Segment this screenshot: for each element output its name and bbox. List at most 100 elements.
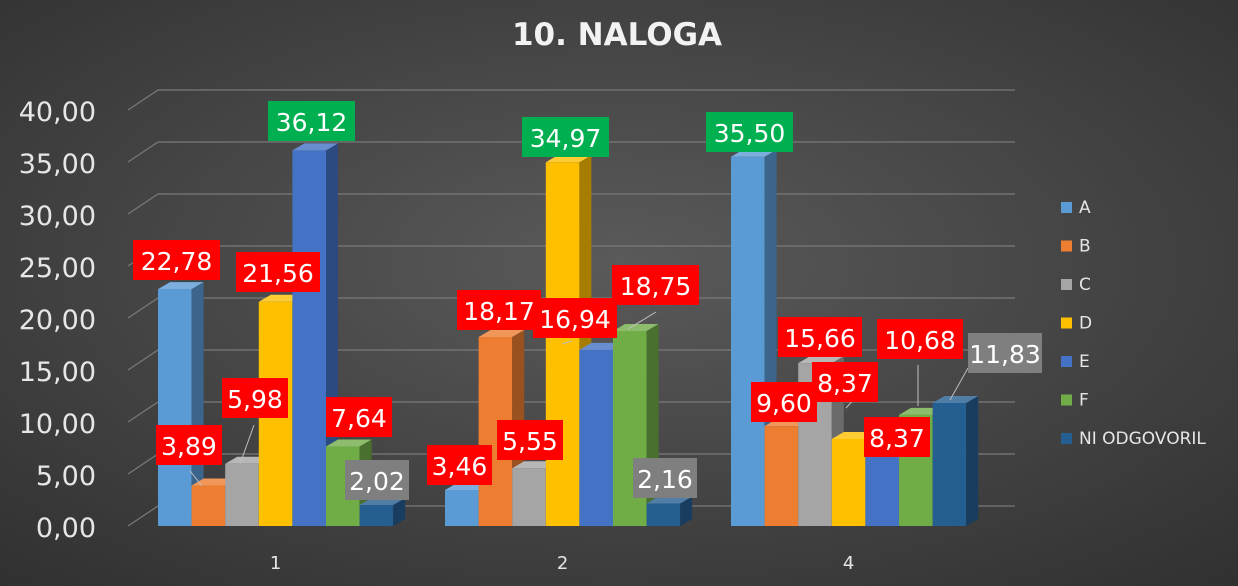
bar-top [545,155,592,163]
y-tick-label: 35,00 [19,149,96,180]
data-label-text: 5,55 [502,427,558,456]
data-label-box [345,460,409,500]
data-label: 3,46 [427,445,492,485]
legend-item: NI ODGOVORIL [1061,429,1206,449]
bar-front [292,150,326,527]
y-tick-label: 40,00 [19,97,96,128]
y-tick-label: 30,00 [19,201,96,232]
x-tick-label: 4 [843,553,854,574]
data-label: 10,68 [877,319,963,359]
data-label: 22,78 [133,240,220,280]
legend-label: F [1079,391,1089,411]
legend-swatch [1061,433,1072,444]
bar-front [191,485,226,526]
data-label: 2,02 [345,460,409,500]
data-label-box [156,425,222,465]
data-label-box [778,317,862,357]
data-label: 7,64 [326,397,392,437]
data-label-text: 18,17 [463,297,535,326]
data-label: 8,37 [864,417,930,457]
bar-side [966,395,979,526]
bar-top [646,496,693,504]
data-label: 3,89 [156,425,222,465]
data-label-text: 36,12 [276,108,348,137]
data-label-text: 34,97 [530,124,602,153]
x-tick-label: 1 [270,553,281,574]
data-label-text: 2,16 [637,465,693,494]
data-label-text: 22,78 [141,247,213,276]
data-label-box [268,101,355,141]
data-label-box [522,117,609,157]
legend-label: D [1079,314,1092,334]
data-label: 18,17 [457,290,541,330]
data-label-box [533,298,617,338]
data-label-box [427,445,492,485]
data-label-text: 16,94 [539,305,611,334]
bar [932,395,979,526]
bar-side [393,497,406,526]
bar-front [646,503,681,526]
label-leader-line [189,470,203,487]
bar-front [831,438,866,526]
data-label: 36,12 [268,101,355,141]
data-label-box [633,458,697,498]
data-label-text: 21,56 [242,259,314,288]
data-label-text: 18,75 [620,272,692,301]
bar-front [445,490,479,526]
legend-swatch [1061,394,1072,406]
data-label-box [222,378,288,418]
bar-top [613,324,659,331]
bar-top [158,282,204,290]
data-label: 15,66 [778,317,862,357]
y-tick-label: 0,00 [36,513,96,544]
data-label: 5,55 [497,420,563,460]
label-leader-line [561,340,573,345]
data-label-text: 8,37 [869,424,925,453]
bar-front [579,349,613,526]
label-leader-line [949,367,969,401]
y-tick-label: 15,00 [19,357,96,388]
bar-top [478,330,525,338]
data-label-text: 11,83 [969,340,1041,369]
legend-item: C [1061,275,1091,295]
y-axis: 0,00 5,00 10,00 15,00 20,00 25,00 30,00 35,00 40… [19,97,96,544]
data-label-text: 8,37 [817,369,873,398]
legend-swatch [1061,240,1072,252]
x-tick-label: 2 [557,553,568,574]
legend-label: NI ODGOVORIL [1079,429,1206,449]
bar-front [731,156,765,527]
data-label-box [236,252,320,292]
data-label-box [326,397,392,437]
bar-front [764,426,799,526]
bar-front [512,468,546,526]
data-label-text: 9,60 [756,389,812,418]
data-label-text: 3,46 [432,452,488,481]
y-tick-label: 25,00 [19,253,96,284]
legend-label: A [1079,198,1091,218]
bar-top [932,395,979,403]
data-label-text: 35,50 [714,119,786,148]
legend-item: E [1061,352,1090,372]
bar-front [932,402,967,526]
data-label-box [497,420,563,460]
data-label-box [133,240,220,280]
label-leader-line [627,311,657,330]
bar-front [359,504,394,526]
data-label: 11,83 [968,333,1042,373]
legend-label: E [1079,352,1090,372]
data-label-box [864,417,930,457]
legend-swatch [1061,317,1072,329]
data-label-text: 5,98 [227,385,283,414]
bar-front [225,463,259,526]
bar-top [798,356,844,364]
legend-label: C [1079,275,1091,295]
data-label-text: 15,66 [784,324,856,353]
data-label-box [751,382,817,422]
legend-item: B [1061,237,1091,257]
chart-title: 10. NALOGA [512,17,722,53]
legend-swatch [1061,356,1072,367]
legend-label: B [1079,237,1091,257]
bar [158,282,204,526]
